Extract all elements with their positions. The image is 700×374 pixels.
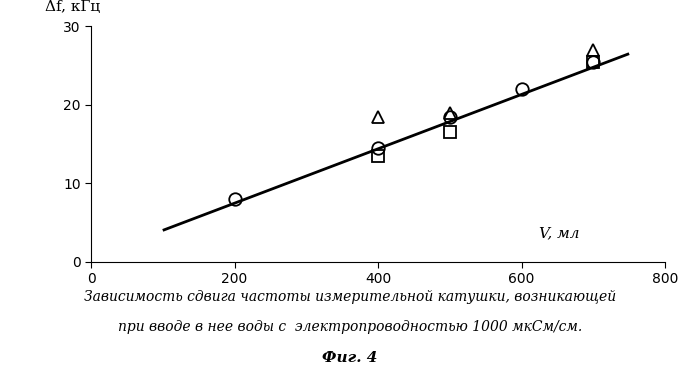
Text: Δf, кГц: Δf, кГц: [45, 0, 100, 15]
Text: V, мл: V, мл: [539, 227, 579, 240]
Text: Фиг. 4: Фиг. 4: [322, 351, 378, 365]
Text: при вводе в нее воды с  электропроводностью 1000 мкСм/см.: при вводе в нее воды с электропроводност…: [118, 320, 582, 334]
Text: Зависимость сдвига частоты измерительной катушки, возникающей: Зависимость сдвига частоты измерительной…: [84, 290, 616, 304]
